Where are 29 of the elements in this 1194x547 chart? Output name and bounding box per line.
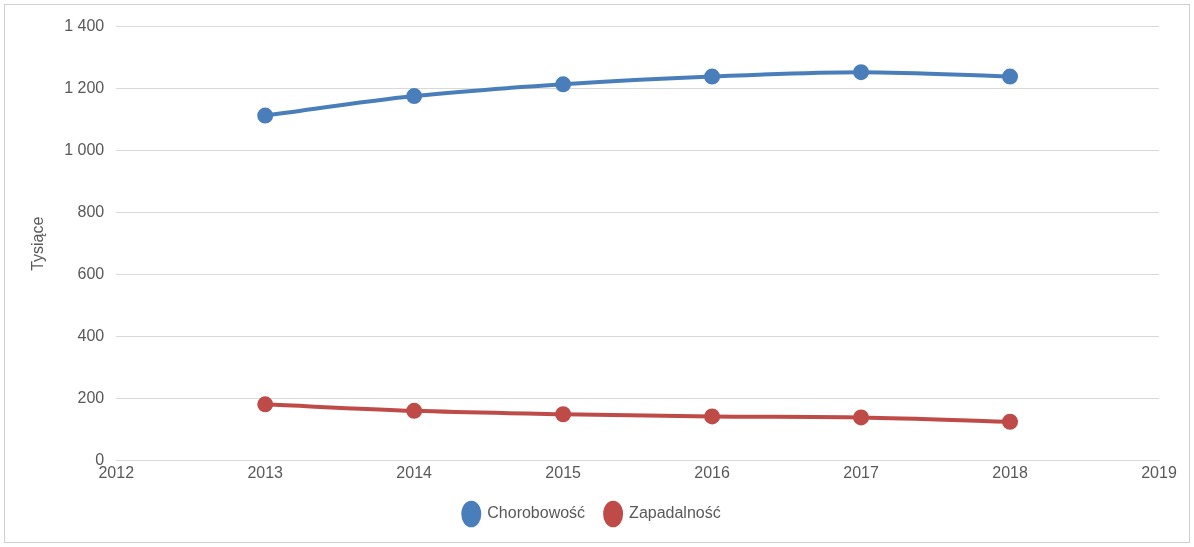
y-tick-label: 1 000	[64, 141, 105, 159]
y-tick-label: 1 200	[64, 79, 105, 97]
point	[853, 409, 870, 426]
x-tick-label: 2014	[396, 463, 433, 481]
y-tick-label: 800	[77, 203, 105, 221]
point	[555, 406, 572, 423]
x-tick-label: 2015	[545, 463, 582, 481]
point	[1002, 68, 1019, 85]
legend-label: Zapadalność	[629, 504, 721, 522]
point	[704, 408, 721, 425]
y-tick-label: 400	[77, 327, 105, 345]
point	[704, 68, 721, 85]
x-tick-label: 2017	[843, 463, 879, 481]
point	[555, 76, 572, 93]
point	[406, 402, 423, 419]
point	[1002, 413, 1019, 430]
legend-label: Chorobowość	[487, 504, 586, 522]
point	[257, 107, 274, 124]
x-tick-label: 2019	[1141, 463, 1177, 481]
x-tick-label: 2016	[694, 463, 730, 481]
point	[406, 88, 423, 105]
y-tick-label: 200	[77, 389, 105, 407]
x-tick-label: 2018	[992, 463, 1028, 481]
x-tick-label: 2013	[247, 463, 284, 481]
point	[257, 396, 274, 413]
y-tick-label: 1 400	[64, 17, 105, 35]
point	[853, 64, 870, 81]
y-tick-label: 600	[77, 265, 105, 283]
y-axis-title: Tysiące	[29, 216, 47, 271]
